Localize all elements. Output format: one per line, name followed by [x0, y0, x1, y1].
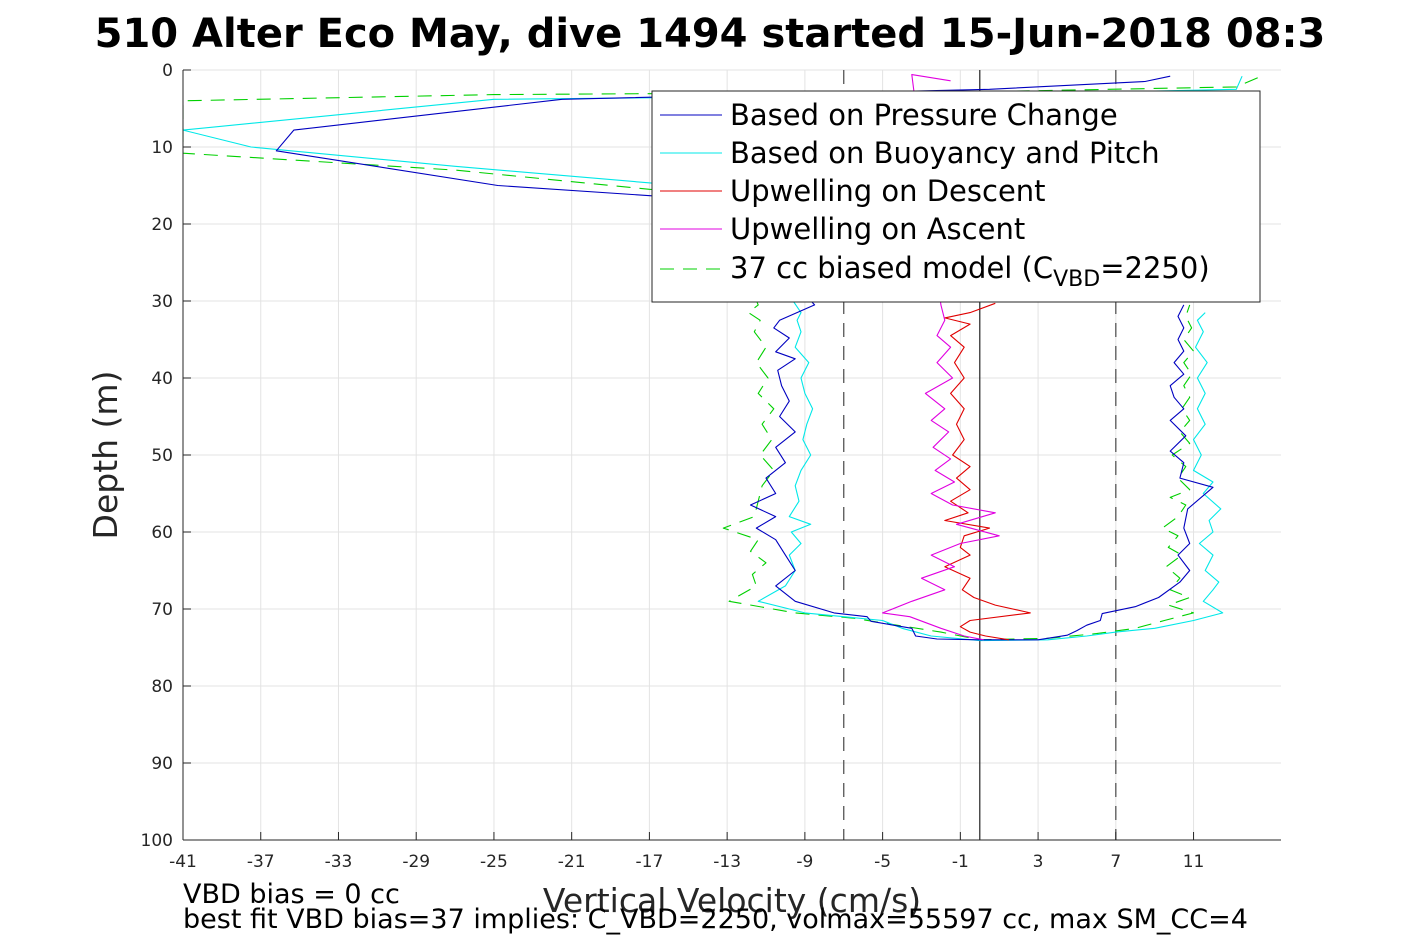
- y-tick-label: 80: [151, 677, 173, 697]
- y-tick-label: 40: [151, 369, 173, 389]
- series-group: [183, 74, 1258, 642]
- legend-label-biased-model-main: 37 cc biased model (C: [730, 251, 1053, 285]
- vbd-bias-note: VBD bias = 0 cc: [183, 879, 400, 910]
- series-line-1: [183, 75, 1243, 642]
- y-tick-label: 0: [162, 61, 173, 81]
- x-tick-label: -37: [247, 852, 275, 872]
- series-line-2: [944, 302, 1031, 641]
- y-tick-label: 60: [151, 523, 173, 543]
- legend-label-biased-model-sub: VBD: [1053, 267, 1100, 292]
- x-tick-label: -1: [952, 852, 969, 872]
- legend-label-upwelling-ascent: Upwelling on Ascent: [730, 212, 1025, 246]
- legend-label-pressure-change: Based on Pressure Change: [730, 98, 1118, 132]
- legend-box: [651, 90, 1261, 303]
- y-tick-label: 20: [151, 215, 173, 235]
- x-tick-label: -9: [796, 852, 813, 872]
- legend-label-upwelling-descent: Upwelling on Descent: [730, 174, 1046, 208]
- chart-title: 510 Alter Eco May, dive 1494 started 15-…: [95, 11, 1326, 57]
- y-axis-label: Depth (m): [86, 371, 125, 540]
- x-tick-label: -17: [636, 852, 664, 872]
- y-tick-label: 10: [151, 138, 173, 158]
- legend: Based on Pressure Change Based on Buoyan…: [651, 90, 1261, 303]
- x-tick-label: -5: [874, 852, 891, 872]
- legend-label-biased-model: 37 cc biased model (CVBD=2250): [730, 251, 1210, 292]
- x-tick-label: -29: [402, 852, 430, 872]
- y-tick-label: 100: [141, 831, 173, 851]
- legend-label-buoyancy-pitch: Based on Buoyancy and Pitch: [730, 136, 1160, 170]
- x-tick-label: 7: [1110, 852, 1121, 872]
- best-fit-note: best fit VBD bias=37 implies: C_VBD=2250…: [183, 904, 1248, 935]
- series-line-4: [183, 77, 1258, 641]
- x-axis-label: Vertical Velocity (cm/s): [543, 881, 921, 920]
- x-tick-label: -33: [325, 852, 353, 872]
- x-tick-label: -41: [169, 852, 197, 872]
- x-tick-label: -25: [480, 852, 508, 872]
- x-tick-label: -13: [713, 852, 741, 872]
- y-tick-labels: 0 10 20 30 40 50 60 70 80 90 100: [141, 61, 191, 851]
- x-tick-label: 3: [1033, 852, 1044, 872]
- y-tick-label: 50: [151, 446, 173, 466]
- y-tick-label: 70: [151, 600, 173, 620]
- series-line-0: [275, 75, 1214, 641]
- x-tick-label: 11: [1183, 852, 1205, 872]
- series-line-3: [882, 74, 1000, 641]
- y-tick-label: 90: [151, 754, 173, 774]
- x-tick-label: -21: [558, 852, 586, 872]
- y-tick-label: 30: [151, 292, 173, 312]
- legend-label-biased-model-suffix: =2250): [1100, 251, 1209, 285]
- x-tick-labels: -41 -37 -33 -29 -25 -21 -17 -13 -9 -5 -1 3 7 11: [169, 832, 1204, 872]
